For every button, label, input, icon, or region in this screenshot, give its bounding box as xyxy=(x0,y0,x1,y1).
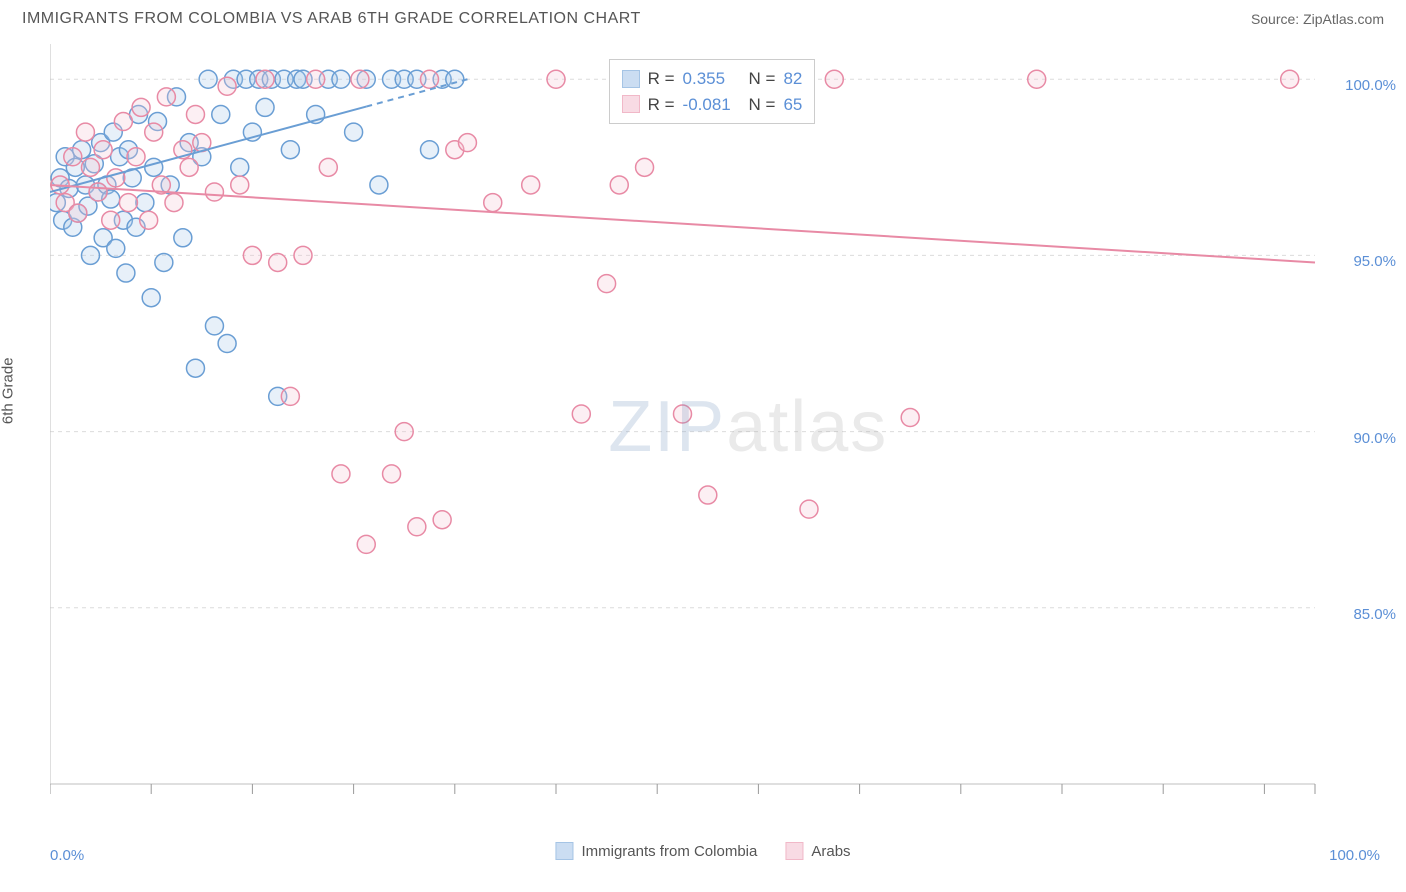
n-value: 82 xyxy=(783,66,802,92)
r-label: R = xyxy=(648,92,675,118)
r-label: R = xyxy=(648,66,675,92)
chart-title: IMMIGRANTS FROM COLOMBIA VS ARAB 6TH GRA… xyxy=(22,10,641,28)
y-axis-label: 6th Grade xyxy=(0,357,17,424)
y-tick-label: 85.0% xyxy=(1353,606,1396,623)
stats-legend-box: R = 0.355 N = 82 R = -0.081 N = 65 xyxy=(609,59,816,124)
y-tick-label: 100.0% xyxy=(1345,77,1396,94)
stats-legend-row: R = 0.355 N = 82 xyxy=(622,66,803,92)
x-min-label: 0.0% xyxy=(50,847,84,864)
n-label: N = xyxy=(749,92,776,118)
y-tick-label: 95.0% xyxy=(1353,253,1396,270)
chart-container: 6th Grade ZIPatlas R = 0.355 N = 82 R = … xyxy=(0,34,1406,864)
x-max-label: 100.0% xyxy=(1329,847,1380,864)
source-name: ZipAtlas.com xyxy=(1303,11,1384,27)
legend-swatch xyxy=(622,95,640,113)
stats-legend-row: R = -0.081 N = 65 xyxy=(622,92,803,118)
n-value: 65 xyxy=(783,92,802,118)
scatter-plot-svg xyxy=(50,44,1380,804)
chart-source: Source: ZipAtlas.com xyxy=(1251,11,1384,27)
legend-swatch xyxy=(622,70,640,88)
source-label: Source: xyxy=(1251,11,1299,27)
r-value: -0.081 xyxy=(683,92,741,118)
x-axis-labels: 0.0% 100.0% xyxy=(50,847,1380,864)
plot-area: ZIPatlas R = 0.355 N = 82 R = -0.081 N =… xyxy=(50,44,1380,804)
y-tick-label: 90.0% xyxy=(1353,430,1396,447)
chart-header: IMMIGRANTS FROM COLOMBIA VS ARAB 6TH GRA… xyxy=(0,0,1406,34)
r-value: 0.355 xyxy=(683,66,741,92)
n-label: N = xyxy=(749,66,776,92)
